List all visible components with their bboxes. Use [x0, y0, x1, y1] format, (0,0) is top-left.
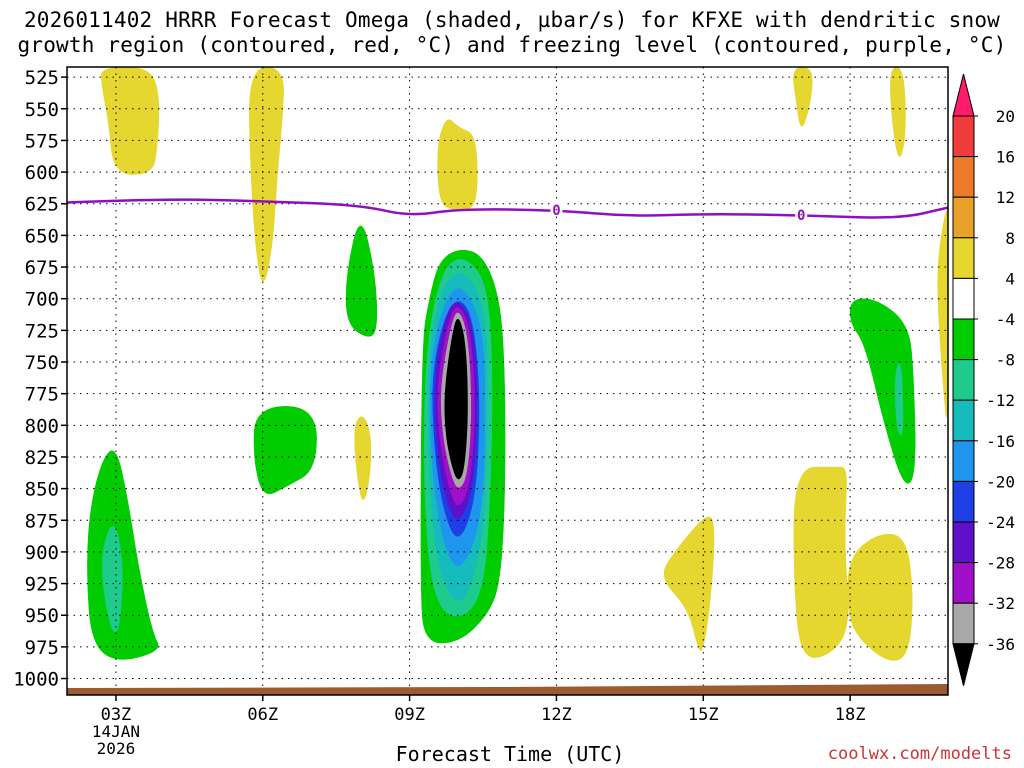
colorbar-label: -12: [986, 391, 1015, 410]
colorbar-label: 4: [1005, 269, 1015, 288]
x-tick-sublabel: 14JAN: [92, 722, 140, 741]
omega-region-yellow-1000-bump: [437, 119, 478, 211]
freezing-level-label: 0: [552, 203, 560, 219]
colorbar-label: -36: [986, 635, 1015, 654]
y-tick-label: 725: [25, 320, 59, 342]
y-tick-label: 675: [25, 257, 59, 279]
y-tick-label: 825: [25, 447, 59, 469]
colorbar-label: 20: [996, 107, 1015, 126]
colorbar-segment: [952, 521, 975, 564]
y-tick-label: 550: [25, 99, 59, 121]
y-tick-label: 700: [25, 289, 59, 311]
y-tick-label: 875: [25, 510, 59, 532]
x-axis-title: Forecast Time (UTC): [395, 742, 625, 766]
y-tick-label: 575: [25, 130, 59, 152]
y-tick-label: 975: [25, 637, 59, 659]
ground-strip: [67, 684, 948, 695]
x-tick-label: 18Z: [835, 705, 866, 725]
colorbar-label: -32: [986, 594, 1015, 613]
omega-region-yellow-06z-upper: [249, 67, 284, 282]
chart-title-line-1: 2026011402 HRRR Forecast Omega (shaded, …: [23, 8, 1001, 32]
colorbar-segment: [952, 237, 975, 279]
colorbar-label: -16: [986, 432, 1015, 451]
omega-region-yellow-20z-edge: [937, 209, 948, 418]
x-tick-label: 06Z: [247, 705, 278, 725]
colorbar-label: -28: [986, 554, 1015, 573]
colorbar-segment: [952, 480, 975, 523]
colorbar-top-arrow: [952, 73, 975, 117]
omega-region-green-08z: [345, 225, 378, 337]
colorbar-segment: [952, 156, 975, 198]
colorbar-segment: [952, 277, 975, 320]
colorbar-label: -20: [986, 472, 1015, 491]
y-tick-label: 800: [25, 415, 59, 437]
freezing-level-line: [67, 198, 948, 219]
omega-region-green-19z: [849, 298, 916, 484]
colorbar-segment: [952, 196, 975, 239]
omega-region-yellow-18z-b: [847, 533, 913, 661]
colorbar-bottom-arrow: [952, 643, 975, 686]
colorbar-segment: [952, 115, 975, 158]
x-tick-label: 03Z: [101, 705, 132, 725]
omega-region-green-06z: [253, 406, 317, 495]
omega-region-yellow-18z-a: [793, 466, 849, 658]
colorbar-segment: [952, 562, 975, 604]
colorbar-label: 8: [1005, 229, 1015, 248]
colorbar-segment: [952, 359, 975, 401]
colorbar-segment: [952, 399, 975, 442]
freezing-label-bg: [550, 202, 563, 217]
colorbar-label: 12: [996, 188, 1015, 207]
freezing-label-bg: [795, 207, 808, 222]
chart-title-line-2: growth region (contoured, red, °C) and f…: [17, 33, 1007, 57]
y-tick-label: 525: [25, 67, 59, 89]
freezing-level-label: 0: [797, 208, 805, 224]
omega-region-teal-19z: [894, 363, 904, 436]
colorbar-label: -24: [986, 513, 1015, 532]
colorbar-label: -4: [996, 310, 1015, 329]
y-tick-label: 925: [25, 574, 59, 596]
omega-region-yellow-15z: [663, 516, 715, 651]
y-tick-label: 625: [25, 194, 59, 216]
colorbar-segment: [952, 440, 975, 482]
y-tick-label: 950: [25, 605, 59, 627]
x-tick-sublabel: 2026: [97, 739, 136, 758]
omega-shaded-regions: [87, 67, 948, 661]
y-tick-label: 850: [25, 479, 59, 501]
omega-region-green-03z: [87, 450, 159, 660]
x-tick-label: 09Z: [394, 705, 425, 725]
colorbar-segment: [952, 602, 975, 645]
x-tick-label: 12Z: [541, 705, 572, 725]
y-tick-label: 600: [25, 162, 59, 184]
omega-region-teal-03z: [102, 525, 123, 633]
grid-lines: [67, 67, 948, 695]
omega-region-yellow-0730z: [354, 416, 372, 500]
plot-frame: [66, 66, 949, 696]
omega-region-jet-black: [444, 318, 468, 480]
y-axis: 525 550 575 600 625 650 675 700 725 750 775 800 825 8…: [13, 67, 67, 691]
y-tick-label: 650: [25, 225, 59, 247]
y-tick-label: 1000: [13, 669, 59, 691]
colorbar: 20 16 12 8 4 -4 -8 -12 -16 -20 -24 -28 -32 -36: [952, 73, 1015, 686]
y-tick-label: 900: [25, 542, 59, 564]
colorbar-label: -8: [996, 351, 1015, 370]
y-tick-label: 750: [25, 352, 59, 374]
colorbar-label: 16: [996, 148, 1015, 167]
colorbar-segment: [952, 318, 975, 361]
x-tick-label: 15Z: [688, 705, 719, 725]
chart-title: 2026011402 HRRR Forecast Omega (shaded, …: [0, 8, 1024, 58]
source-watermark: coolwx.com/modelts: [827, 744, 1012, 764]
y-tick-label: 775: [25, 384, 59, 406]
